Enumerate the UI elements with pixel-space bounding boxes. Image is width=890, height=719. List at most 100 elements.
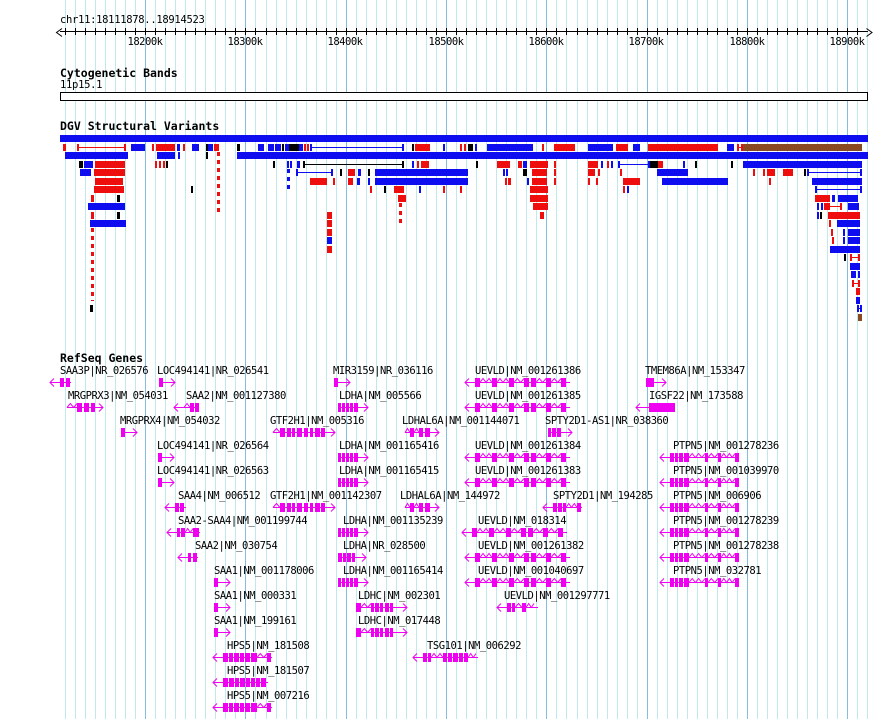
dgv-variant-bar[interactable]: [611, 161, 613, 168]
dgv-variant-bar[interactable]: [804, 169, 806, 176]
gene-label[interactable]: SPTY2D1|NM_194285: [553, 490, 653, 502]
gene-glyph[interactable]: [540, 502, 584, 513]
dgv-dashed-column[interactable]: [91, 228, 94, 301]
dgv-variant-bar[interactable]: [753, 169, 755, 176]
dgv-variant-bar[interactable]: [412, 144, 414, 151]
gene-glyph[interactable]: [120, 427, 140, 438]
gene-label[interactable]: UEVLD|NM_018314: [478, 515, 567, 527]
gene-glyph[interactable]: [404, 502, 442, 513]
dgv-variant-whisker[interactable]: [310, 144, 404, 151]
gene-label[interactable]: UEVLD|NM_001261383: [475, 465, 581, 477]
dgv-variant-bar[interactable]: [588, 169, 595, 176]
gene-label[interactable]: PTPN5|NM_001278238: [673, 540, 779, 552]
dgv-variant-bar[interactable]: [506, 169, 508, 176]
gene-label[interactable]: SPTY2D1-AS1|NR_038360: [545, 415, 669, 427]
dgv-variant-bar[interactable]: [731, 161, 733, 168]
dgv-variant-bar[interactable]: [763, 169, 765, 176]
dgv-variant-bar[interactable]: [287, 161, 289, 168]
dgv-variant-bar[interactable]: [285, 144, 289, 151]
dgv-variant-bar[interactable]: [540, 212, 544, 219]
dgv-variant-bar[interactable]: [91, 212, 94, 219]
gene-glyph[interactable]: [494, 602, 540, 613]
gene-glyph[interactable]: [355, 602, 410, 613]
gene-glyph[interactable]: [633, 402, 677, 413]
dgv-variant-bar[interactable]: [848, 237, 860, 244]
gene-label[interactable]: SAA4|NM_006512: [178, 490, 261, 502]
dgv-variant-bar[interactable]: [88, 203, 125, 210]
gene-label[interactable]: LDHA|NR_028500: [343, 540, 426, 552]
gene-glyph[interactable]: [657, 477, 741, 488]
dgv-variant-bar[interactable]: [394, 186, 404, 193]
dgv-variant-bar[interactable]: [375, 169, 468, 176]
dgv-variant-bar[interactable]: [152, 144, 154, 151]
gene-label[interactable]: LDHA|NM_001165414: [343, 565, 443, 577]
dgv-variant-bar[interactable]: [648, 144, 718, 151]
dgv-variant-whisker[interactable]: [828, 203, 842, 210]
dgv-variant-bar[interactable]: [497, 161, 510, 168]
dgv-dashed-column[interactable]: [287, 169, 290, 192]
dgv-variant-bar[interactable]: [191, 186, 193, 193]
dgv-variant-bar[interactable]: [273, 161, 275, 168]
dgv-variant-bar[interactable]: [856, 297, 860, 304]
dgv-variant-bar[interactable]: [829, 220, 831, 227]
gene-label[interactable]: LDHC|NM_002301: [358, 590, 441, 602]
dgv-variant-bar[interactable]: [117, 195, 120, 202]
dgv-variant-whisker[interactable]: [850, 254, 860, 261]
dgv-variant-bar[interactable]: [282, 144, 284, 151]
dgv-variant-bar[interactable]: [858, 271, 860, 278]
dgv-variant-bar[interactable]: [844, 254, 846, 261]
gene-label[interactable]: MIR3159|NR_036116: [333, 365, 433, 377]
dgv-variant-bar[interactable]: [830, 246, 860, 253]
dgv-variant-bar[interactable]: [368, 178, 370, 185]
dgv-variant-bar[interactable]: [821, 203, 823, 210]
dgv-variant-bar[interactable]: [289, 144, 299, 151]
dgv-variant-bar[interactable]: [523, 161, 527, 168]
gene-glyph[interactable]: [337, 527, 371, 538]
dgv-variant-bar[interactable]: [601, 161, 603, 168]
gene-label[interactable]: SAA2-SAA4|NM_001199744: [178, 515, 308, 527]
gene-label[interactable]: HPS5|NM_181507: [227, 665, 310, 677]
dgv-variant-bar[interactable]: [468, 144, 473, 151]
gene-glyph[interactable]: [210, 677, 270, 688]
dgv-variant-bar[interactable]: [627, 186, 629, 193]
dgv-variant-bar[interactable]: [657, 169, 688, 176]
dgv-variant-bar[interactable]: [812, 178, 862, 185]
dgv-variant-bar[interactable]: [60, 135, 868, 142]
dgv-variant-bar[interactable]: [183, 144, 185, 151]
gene-glyph[interactable]: [337, 402, 371, 413]
dgv-variant-bar[interactable]: [503, 169, 505, 176]
dgv-variant-bar[interactable]: [554, 178, 556, 185]
gene-glyph[interactable]: [162, 502, 188, 513]
gene-glyph[interactable]: [213, 627, 233, 638]
dgv-variant-bar[interactable]: [817, 212, 819, 219]
dgv-variant-bar[interactable]: [650, 161, 658, 168]
dgv-variant-bar[interactable]: [832, 195, 835, 202]
dgv-variant-bar[interactable]: [237, 152, 868, 159]
gene-glyph[interactable]: [547, 427, 575, 438]
dgv-variant-bar[interactable]: [419, 186, 421, 193]
gene-label[interactable]: PTPN5|NM_001039970: [673, 465, 779, 477]
gene-label[interactable]: PTPN5|NM_001278239: [673, 515, 779, 527]
gene-label[interactable]: SAA3P|NR_026576: [60, 365, 149, 377]
gene-label[interactable]: LDHC|NM_017448: [358, 615, 441, 627]
dgv-variant-bar[interactable]: [84, 161, 93, 168]
dgv-variant-bar[interactable]: [208, 144, 213, 151]
dgv-variant-whisker[interactable]: [815, 186, 862, 193]
dgv-variant-bar[interactable]: [443, 186, 445, 193]
gene-label[interactable]: UEVLD|NM_001261385: [475, 390, 581, 402]
gene-glyph[interactable]: [333, 377, 353, 388]
dgv-variant-bar[interactable]: [156, 144, 158, 151]
dgv-variant-bar[interactable]: [475, 144, 477, 151]
dgv-variant-bar[interactable]: [214, 144, 219, 151]
dgv-variant-whisker[interactable]: [303, 161, 404, 168]
dgv-variant-bar[interactable]: [824, 203, 828, 210]
gene-glyph[interactable]: [404, 427, 442, 438]
dgv-variant-bar[interactable]: [487, 144, 533, 151]
dgv-variant-bar[interactable]: [275, 144, 281, 151]
dgv-variant-bar[interactable]: [79, 161, 83, 168]
gene-label[interactable]: PTPN5|NM_032781: [673, 565, 762, 577]
gene-glyph[interactable]: [47, 377, 73, 388]
gene-glyph[interactable]: [210, 702, 274, 713]
dgv-variant-bar[interactable]: [596, 178, 598, 185]
dgv-variant-bar[interactable]: [370, 186, 372, 193]
